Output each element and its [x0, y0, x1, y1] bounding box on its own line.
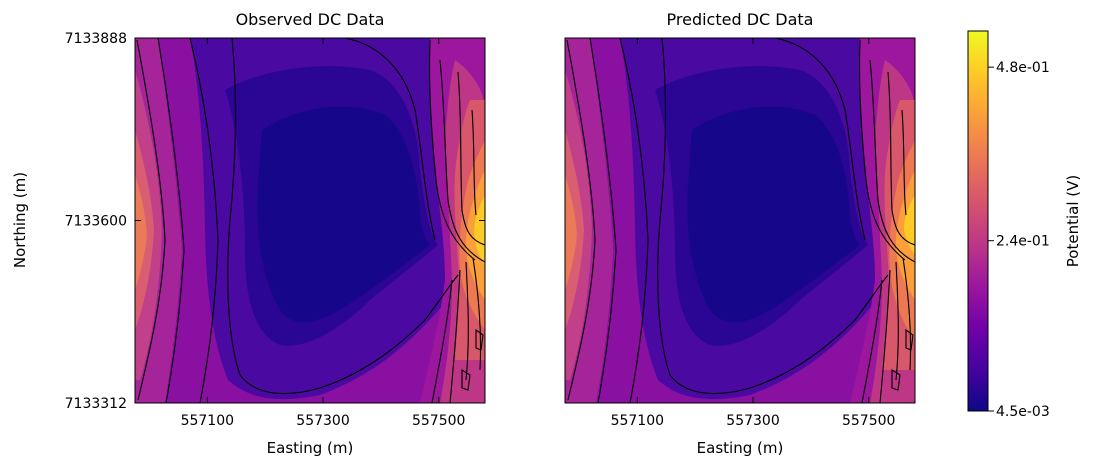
- predicted-plot-frame: [564, 37, 916, 404]
- colorbar-tick-label: 2.4e-01: [996, 234, 1050, 250]
- observed-x-tick-label: 557300: [296, 413, 349, 429]
- colorbar-tick-label: 4.5e-03: [996, 404, 1050, 420]
- colorbar-ticks: 4.8e-01 2.4e-01 4.5e-03: [988, 60, 1050, 420]
- observed-y-tick-label: 7133888: [65, 31, 127, 47]
- observed-y-tick-label: 7133600: [65, 214, 127, 230]
- predicted-x-tick-label: 557500: [842, 413, 895, 429]
- colorbar-gradient: [967, 30, 989, 412]
- observed-title: Observed DC Data: [236, 10, 385, 29]
- observed-x-tick-label: 557500: [412, 413, 465, 429]
- colorbar: 4.8e-01 2.4e-01 4.5e-03 Potential (V): [967, 30, 1082, 420]
- observed-panel: [134, 37, 486, 404]
- observed-x-axis-label: Easting (m): [267, 439, 354, 457]
- predicted-x-axis-label: Easting (m): [697, 439, 784, 457]
- observed-x-ticks: 557100 557300 557500: [181, 38, 465, 429]
- observed-y-axis-label: Northing (m): [11, 172, 29, 268]
- observed-x-tick-label: 557100: [181, 413, 234, 429]
- predicted-x-tick-label: 557300: [726, 413, 779, 429]
- predicted-panel: [564, 37, 916, 404]
- observed-contour-fill: [135, 38, 485, 403]
- observed-y-tick-label: 7133312: [65, 396, 127, 412]
- colorbar-label: Potential (V): [1064, 175, 1082, 267]
- colorbar-tick-label: 4.8e-01: [996, 60, 1050, 76]
- observed-y-ticks: 7133312 7133600 7133888: [65, 31, 485, 412]
- predicted-x-tick-label: 557100: [611, 413, 664, 429]
- predicted-contour-fill: [565, 38, 915, 403]
- predicted-title: Predicted DC Data: [667, 10, 814, 29]
- predicted-x-ticks: 557100 557300 557500: [611, 38, 895, 429]
